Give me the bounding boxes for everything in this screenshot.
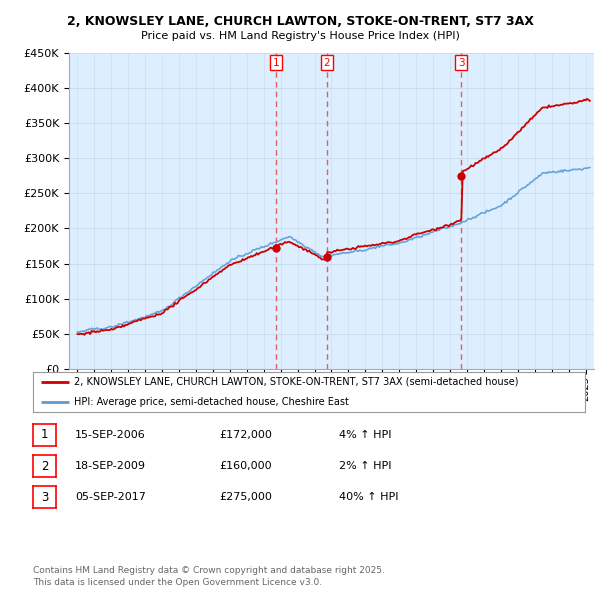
Text: Contains HM Land Registry data © Crown copyright and database right 2025.
This d: Contains HM Land Registry data © Crown c…: [33, 566, 385, 587]
Text: 2, KNOWSLEY LANE, CHURCH LAWTON, STOKE-ON-TRENT, ST7 3AX (semi-detached house): 2, KNOWSLEY LANE, CHURCH LAWTON, STOKE-O…: [74, 377, 519, 386]
Text: 40% ↑ HPI: 40% ↑ HPI: [339, 493, 398, 502]
Text: 1: 1: [41, 428, 48, 441]
Text: 4% ↑ HPI: 4% ↑ HPI: [339, 430, 391, 440]
Text: 05-SEP-2017: 05-SEP-2017: [75, 493, 146, 502]
Text: 2, KNOWSLEY LANE, CHURCH LAWTON, STOKE-ON-TRENT, ST7 3AX: 2, KNOWSLEY LANE, CHURCH LAWTON, STOKE-O…: [67, 15, 533, 28]
Text: 3: 3: [41, 491, 48, 504]
Text: 2: 2: [323, 58, 330, 68]
Text: 1: 1: [272, 58, 279, 68]
Text: 15-SEP-2006: 15-SEP-2006: [75, 430, 146, 440]
Text: 18-SEP-2009: 18-SEP-2009: [75, 461, 146, 471]
Text: 3: 3: [458, 58, 465, 68]
Text: Price paid vs. HM Land Registry's House Price Index (HPI): Price paid vs. HM Land Registry's House …: [140, 31, 460, 41]
Text: £160,000: £160,000: [219, 461, 272, 471]
Text: 2% ↑ HPI: 2% ↑ HPI: [339, 461, 391, 471]
Text: 2: 2: [41, 460, 48, 473]
Text: £172,000: £172,000: [219, 430, 272, 440]
Text: HPI: Average price, semi-detached house, Cheshire East: HPI: Average price, semi-detached house,…: [74, 397, 349, 407]
Bar: [276, 53, 326, 369]
Text: £275,000: £275,000: [219, 493, 272, 502]
